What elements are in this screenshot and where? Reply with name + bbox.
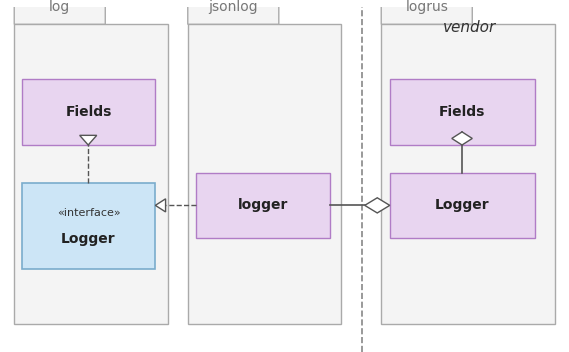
Polygon shape [381, 0, 472, 24]
Polygon shape [80, 135, 97, 145]
Text: vendor: vendor [443, 20, 496, 35]
Text: log: log [49, 0, 71, 14]
Polygon shape [14, 0, 105, 24]
Text: logrus: logrus [405, 0, 448, 14]
Bar [390, 172, 535, 238]
Polygon shape [452, 132, 472, 145]
Bar [390, 80, 535, 145]
Polygon shape [155, 199, 166, 212]
Polygon shape [188, 0, 279, 24]
Text: Fields: Fields [439, 105, 485, 119]
Bar [22, 80, 155, 145]
Polygon shape [365, 198, 390, 213]
Bar [196, 172, 330, 238]
Text: logger: logger [238, 199, 288, 212]
Text: Fields: Fields [65, 105, 112, 119]
Bar [14, 24, 168, 325]
Bar [22, 183, 155, 269]
Bar [381, 24, 555, 325]
Bar [188, 24, 341, 325]
Text: Logger: Logger [61, 232, 116, 246]
Text: Logger: Logger [435, 199, 490, 212]
Text: «interface»: «interface» [57, 208, 120, 218]
Text: jsonlog: jsonlog [208, 0, 258, 14]
